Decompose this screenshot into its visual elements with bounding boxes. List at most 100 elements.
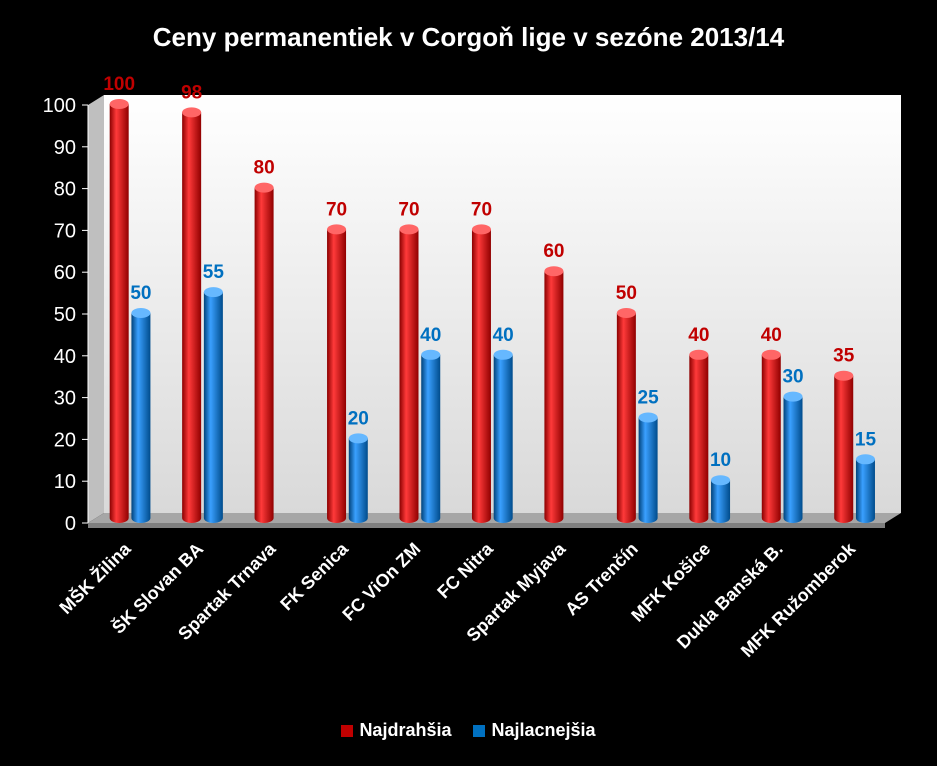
y-tick-label: 70: [54, 220, 76, 242]
bar-najdrahsia: [327, 224, 347, 523]
data-label: 15: [855, 429, 877, 450]
bar-top: [783, 391, 803, 402]
bar-body: [182, 112, 202, 524]
data-label: 40: [420, 325, 441, 346]
data-label: 80: [254, 158, 275, 179]
y-tick-label: 30: [54, 388, 76, 410]
bar-body: [421, 354, 441, 523]
bar-najdrahsia: [834, 370, 854, 523]
legend-swatch-blue: [473, 724, 486, 737]
chart-title: Ceny permanentiek v Corgoň lige v sezóne…: [152, 22, 785, 52]
bar-najdrahsia: [689, 349, 709, 523]
data-label: 98: [181, 82, 202, 103]
bar-najdrahsia: [182, 107, 202, 524]
bar-najlacnejsia: [711, 475, 731, 523]
bar-najdrahsia: [109, 99, 129, 523]
data-label: 100: [103, 74, 135, 95]
bar-body: [203, 292, 223, 523]
bar-top: [638, 412, 658, 423]
data-label: 35: [833, 346, 855, 367]
bar-top: [348, 433, 368, 444]
bar-body: [131, 313, 151, 523]
data-label: 70: [398, 199, 419, 220]
data-label: 70: [326, 199, 347, 220]
bar-body: [834, 375, 854, 523]
bar-body: [254, 187, 274, 523]
y-tick-label: 50: [54, 304, 76, 326]
data-label: 40: [761, 325, 782, 346]
y-tick-label: 10: [54, 471, 76, 493]
bar-najlacnejsia: [421, 349, 441, 523]
x-tick-label: AS Trenčín: [561, 539, 642, 620]
y-tick-label: 60: [54, 262, 76, 284]
bar-top: [254, 182, 274, 193]
bar-top: [182, 107, 202, 118]
data-label: 50: [130, 283, 151, 304]
bar-najlacnejsia: [131, 308, 151, 523]
bar-top: [711, 475, 731, 486]
bar-najlacnejsia: [203, 287, 223, 523]
bar-top: [327, 224, 347, 235]
y-tick-label: 100: [43, 95, 76, 117]
bar-body: [471, 229, 491, 523]
bar-najlacnejsia: [348, 433, 368, 523]
bar-body: [783, 396, 803, 523]
bar-najdrahsia: [254, 182, 274, 523]
legend-swatch-red: [341, 724, 354, 737]
bar-top: [399, 224, 419, 235]
data-label: 70: [471, 199, 492, 220]
bar-body: [327, 229, 347, 523]
bar-top: [544, 266, 564, 277]
bar-top: [855, 454, 875, 465]
x-tick-label: FC ViOn ZM: [338, 539, 424, 625]
bars-group: 100 98 80 70 70 70 60 50 40 40 35 50 55 20 40 40 25 10 30 1…: [103, 74, 877, 524]
bar-body: [348, 438, 368, 523]
bar-body: [761, 354, 781, 523]
bar-body: [616, 313, 636, 523]
bar-top: [616, 308, 636, 318]
bar-top: [761, 349, 781, 360]
data-label: 40: [493, 325, 514, 346]
bar-top: [493, 349, 513, 360]
y-tick-label: 0: [65, 513, 76, 535]
legend-label: Najdrahšia: [359, 720, 452, 740]
side-wall: [88, 95, 104, 523]
bar-top: [109, 99, 129, 109]
y-tick-label: 90: [54, 137, 76, 159]
bar-najdrahsia: [761, 349, 781, 523]
x-tick-label: FC Nitra: [433, 538, 497, 602]
bar-top: [203, 287, 223, 298]
data-label: 25: [638, 388, 660, 409]
bar-body: [638, 417, 658, 523]
bar-body: [399, 229, 419, 523]
bar-najlacnejsia: [638, 412, 658, 523]
y-axis: 0 10 20 30 40 50 60 70 80 90 100: [43, 95, 89, 535]
y-tick-label: 20: [54, 429, 76, 451]
bar-top: [834, 370, 854, 381]
bar-body: [855, 459, 875, 523]
bar-top: [131, 308, 151, 318]
legend-item-najlacnejsia: Najlacnejšia: [473, 720, 596, 741]
bar-najdrahsia: [544, 266, 564, 523]
bar-body: [109, 104, 129, 523]
data-label: 60: [543, 241, 564, 262]
bar-najdrahsia: [471, 224, 491, 523]
legend-item-najdrahsia: Najdrahšia: [341, 720, 451, 741]
legend: Najdrahšia Najlacnejšia: [0, 720, 937, 741]
bar-body: [544, 271, 564, 523]
legend-label: Najlacnejšia: [491, 720, 596, 740]
bar-najlacnejsia: [855, 454, 875, 523]
data-label: 55: [203, 262, 225, 283]
bar-najlacnejsia: [783, 391, 803, 523]
data-label: 40: [688, 325, 709, 346]
data-label: 10: [710, 450, 731, 471]
data-label: 30: [782, 367, 803, 388]
bar-najlacnejsia: [493, 349, 513, 523]
y-tick-label: 80: [54, 179, 76, 201]
bar-najdrahsia: [616, 308, 636, 523]
bar-top: [471, 224, 491, 235]
data-label: 50: [616, 283, 637, 304]
bar-body: [689, 354, 709, 523]
bar-body: [493, 354, 513, 523]
